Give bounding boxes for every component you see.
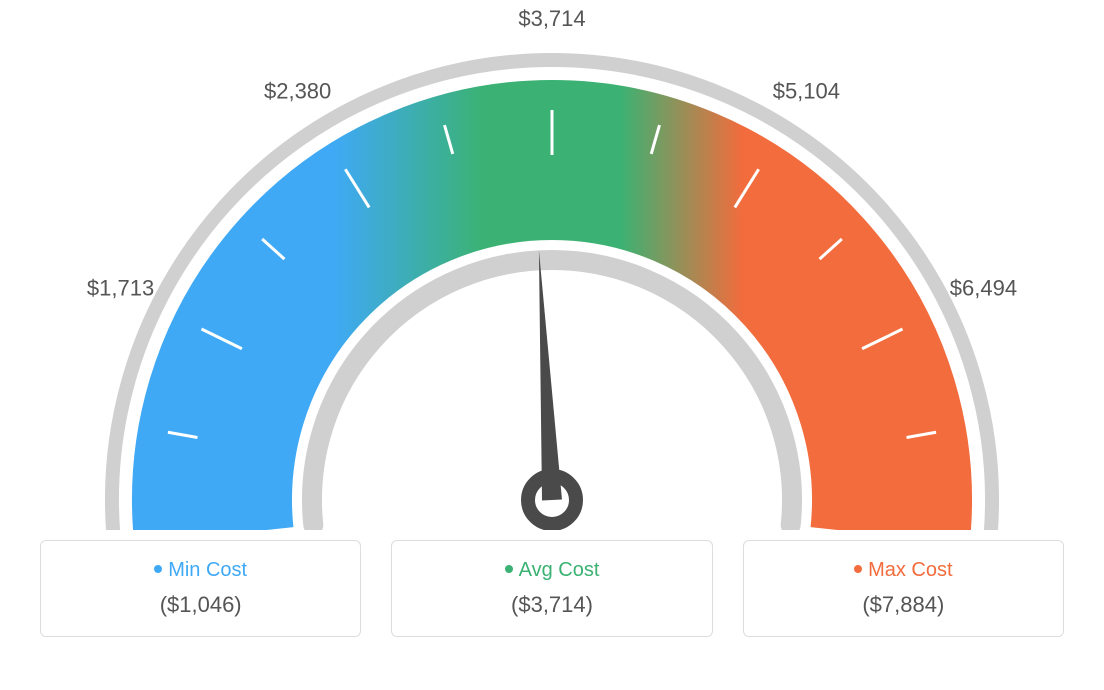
max-cost-value: ($7,884) xyxy=(754,592,1053,618)
dot-icon xyxy=(854,565,862,573)
max-cost-label: Max Cost xyxy=(868,559,952,581)
max-cost-card: Max Cost ($7,884) xyxy=(743,540,1064,637)
dot-icon xyxy=(154,565,162,573)
dot-icon xyxy=(505,565,513,573)
gauge-chart: $1,046$1,713$2,380$3,714$5,104$6,494$7,8… xyxy=(0,0,1104,530)
max-cost-title: Max Cost xyxy=(754,559,1053,582)
svg-text:$1,713: $1,713 xyxy=(87,275,154,300)
avg-cost-value: ($3,714) xyxy=(402,592,701,618)
svg-text:$6,494: $6,494 xyxy=(950,275,1017,300)
min-cost-card: Min Cost ($1,046) xyxy=(40,540,361,637)
avg-cost-card: Avg Cost ($3,714) xyxy=(391,540,712,637)
svg-text:$2,380: $2,380 xyxy=(264,79,331,104)
svg-text:$5,104: $5,104 xyxy=(773,79,840,104)
gauge-svg: $1,046$1,713$2,380$3,714$5,104$6,494$7,8… xyxy=(0,0,1104,530)
avg-cost-title: Avg Cost xyxy=(402,559,701,582)
avg-cost-label: Avg Cost xyxy=(519,559,600,581)
svg-text:$3,714: $3,714 xyxy=(518,6,585,31)
min-cost-title: Min Cost xyxy=(51,559,350,582)
summary-cards: Min Cost ($1,046) Avg Cost ($3,714) Max … xyxy=(0,540,1104,637)
min-cost-value: ($1,046) xyxy=(51,592,350,618)
min-cost-label: Min Cost xyxy=(168,559,247,581)
